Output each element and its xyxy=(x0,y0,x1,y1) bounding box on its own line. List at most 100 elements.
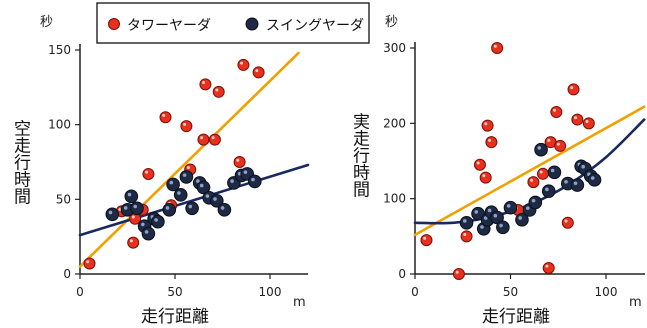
legend-label-swing: スイングヤーダ xyxy=(266,18,364,34)
right-point-swing xyxy=(547,165,562,180)
right-point-highlight xyxy=(573,181,578,186)
right-point-highlight xyxy=(590,176,595,180)
right-point-highlight xyxy=(499,223,503,228)
right-y-tick-label: 300 xyxy=(383,41,406,55)
right-point-highlight xyxy=(547,138,551,142)
left-point-highlight xyxy=(177,191,181,195)
left-y-tick-label: 100 xyxy=(48,118,71,132)
left-point-highlight xyxy=(145,170,149,174)
left-point-tower xyxy=(208,133,221,146)
right-point-tower xyxy=(582,117,595,130)
left-y-tick-label: 150 xyxy=(48,43,71,57)
left-point-swing xyxy=(162,202,177,217)
right-point-highlight xyxy=(564,219,568,223)
legend: タワーヤーダ スイングヤーダ xyxy=(96,2,370,44)
right-point-tower xyxy=(485,136,498,149)
left-point-swing xyxy=(166,177,180,192)
right-point-tower xyxy=(542,261,555,274)
left-trend-line-swing xyxy=(78,163,310,237)
left-x-unit: m xyxy=(293,295,306,310)
left-point-tower xyxy=(233,156,246,168)
left-point-highlight xyxy=(230,179,234,183)
right-point-tower xyxy=(536,167,549,180)
right-point-highlight xyxy=(488,138,492,142)
left-point-highlight xyxy=(196,179,200,183)
left-point-highlight xyxy=(243,170,248,174)
left-point-swing xyxy=(105,207,120,222)
left-point-highlight xyxy=(127,192,132,197)
right-point-highlight xyxy=(570,86,574,90)
left-point-highlight xyxy=(205,194,210,198)
right-point-highlight xyxy=(463,233,467,237)
left-point-highlight xyxy=(251,177,255,182)
left-point-tower xyxy=(197,133,210,146)
right-point-highlight xyxy=(585,120,589,124)
left-point-highlight xyxy=(144,230,149,234)
left-point-swing xyxy=(196,180,211,195)
left-point-highlight xyxy=(182,173,187,177)
right-x-unit: m xyxy=(629,295,642,310)
right-point-tower xyxy=(567,83,580,96)
left-point-highlight xyxy=(169,180,174,185)
right-point-highlight xyxy=(550,168,555,173)
right-y-tick-label: 100 xyxy=(383,192,406,206)
left-point-highlight xyxy=(188,204,193,209)
right-point-swing xyxy=(503,200,518,215)
right-point-highlight xyxy=(537,146,542,150)
left-y-tick-label: 50 xyxy=(56,192,71,206)
left-point-highlight xyxy=(141,222,145,227)
right-y-tick-label: 200 xyxy=(383,116,406,130)
left-point-highlight xyxy=(86,260,90,264)
right-point-highlight xyxy=(518,216,522,220)
left-point-swing xyxy=(173,188,188,202)
left-point-highlight xyxy=(183,122,187,126)
left-x-tick-label: 100 xyxy=(259,285,282,299)
right-point-highlight xyxy=(531,198,536,203)
right-point-tower xyxy=(420,234,433,247)
left-point-highlight xyxy=(211,136,215,140)
right-point-tower xyxy=(527,176,540,189)
right-trend-line-tower xyxy=(413,105,646,237)
left-point-swing xyxy=(210,194,224,208)
left-point-highlight xyxy=(123,206,128,210)
right-point-highlight xyxy=(545,187,549,192)
left-point-highlight xyxy=(108,210,113,215)
left-point-swing xyxy=(124,189,139,204)
right-x-tick-label: 100 xyxy=(595,285,618,299)
right-y-unit: 秒 xyxy=(385,15,398,30)
left-point-highlight xyxy=(213,197,217,201)
left-point-swing xyxy=(130,201,144,216)
right-point-tower xyxy=(481,119,494,132)
left-point-swing xyxy=(185,201,199,216)
left-point-highlight xyxy=(131,215,135,219)
right-plot: 0 100 200 300 0 50 100 xyxy=(383,41,646,299)
right-point-tower xyxy=(460,230,473,243)
left-point-tower xyxy=(83,257,96,270)
right-point-swing xyxy=(570,178,585,192)
right-point-highlight xyxy=(545,264,549,268)
left-point-tower xyxy=(180,120,193,133)
left-y-tick-label: 0 xyxy=(63,267,71,281)
right-point-highlight xyxy=(474,210,479,214)
right-point-highlight xyxy=(476,161,480,165)
left-point-tower xyxy=(252,66,265,79)
left-point-swing xyxy=(217,202,232,217)
right-point-swing xyxy=(541,184,556,198)
left-point-highlight xyxy=(186,166,190,170)
left-point-swing xyxy=(141,226,156,241)
right-point-highlight xyxy=(556,142,560,146)
left-point-swing xyxy=(179,170,194,184)
left-point-tower xyxy=(127,236,140,249)
right-point-tower xyxy=(479,171,492,184)
right-point-highlight xyxy=(455,270,459,274)
left-point-highlight xyxy=(133,204,137,209)
right-point-swing xyxy=(471,206,485,221)
left-point-highlight xyxy=(165,206,170,210)
right-point-swing xyxy=(534,142,548,157)
right-point-tower xyxy=(473,158,486,171)
legend-frame xyxy=(96,2,370,44)
right-point-highlight xyxy=(462,219,467,223)
left-point-highlight xyxy=(202,81,206,85)
right-point-highlight xyxy=(574,116,578,120)
right-point-swing xyxy=(459,215,474,230)
